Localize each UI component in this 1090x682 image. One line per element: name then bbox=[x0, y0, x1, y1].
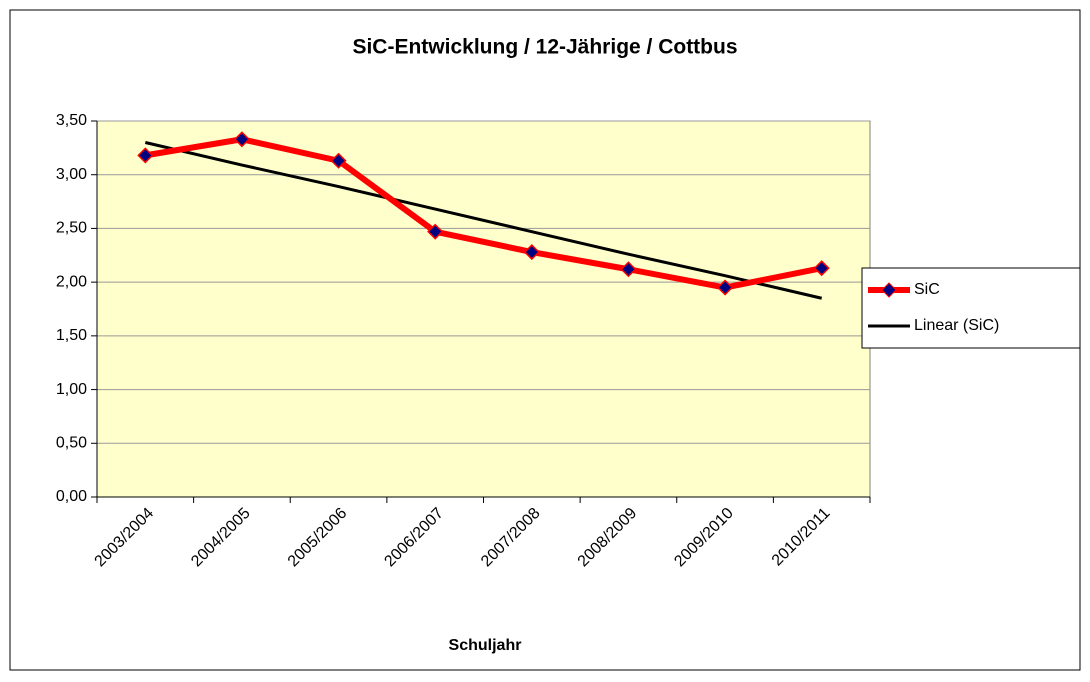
y-tick-label: 2,50 bbox=[56, 220, 87, 237]
y-tick-label: 0,00 bbox=[56, 488, 87, 505]
series-line bbox=[144, 136, 823, 291]
y-tick-label: 2,00 bbox=[56, 273, 87, 290]
marker bbox=[813, 260, 830, 277]
legend-marker bbox=[881, 282, 897, 298]
legend-label: SiC bbox=[914, 281, 940, 298]
y-tick-label: 3,50 bbox=[56, 112, 87, 129]
chart-title: SiC-Entwicklung / 12-Jährige / Cottbus bbox=[352, 36, 737, 59]
y-tick-label: 1,50 bbox=[56, 327, 87, 344]
legend-box bbox=[861, 267, 1081, 349]
legend-label: Linear (SiC) bbox=[914, 317, 999, 334]
marker bbox=[330, 152, 347, 169]
y-tick-label: 3,00 bbox=[56, 166, 87, 183]
marker bbox=[523, 244, 540, 261]
trend-line bbox=[144, 141, 823, 300]
y-tick-label: 1,00 bbox=[56, 381, 87, 398]
marker bbox=[233, 131, 250, 148]
y-tick-label: 0,50 bbox=[56, 435, 87, 452]
marker bbox=[717, 279, 734, 296]
marker bbox=[137, 147, 154, 164]
marker bbox=[620, 261, 637, 278]
marker bbox=[427, 223, 444, 240]
x-axis-title: Schuljahr bbox=[449, 637, 522, 654]
plot-area bbox=[96, 120, 871, 498]
